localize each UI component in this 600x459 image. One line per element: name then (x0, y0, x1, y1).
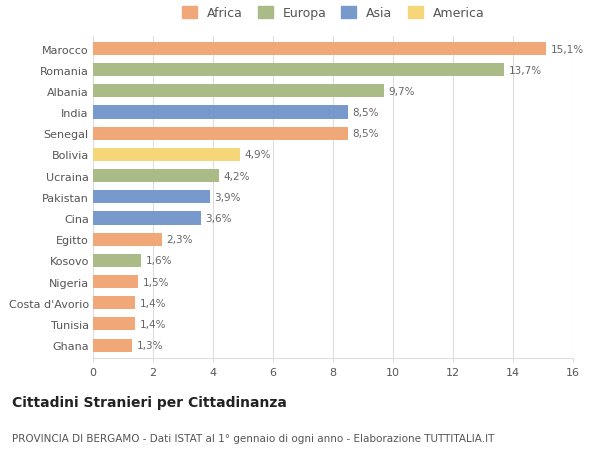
Text: 8,5%: 8,5% (353, 129, 379, 139)
Bar (93, 170, 219, 183)
Bar (93, 318, 135, 331)
Bar (93, 339, 132, 352)
Text: 13,7%: 13,7% (509, 66, 542, 76)
Text: 1,4%: 1,4% (139, 298, 166, 308)
Bar (93, 106, 348, 119)
Text: 2,3%: 2,3% (167, 235, 193, 245)
Bar (93, 191, 210, 204)
Text: PROVINCIA DI BERGAMO - Dati ISTAT al 1° gennaio di ogni anno - Elaborazione TUTT: PROVINCIA DI BERGAMO - Dati ISTAT al 1° … (12, 433, 494, 442)
Text: 1,6%: 1,6% (146, 256, 172, 266)
Bar (93, 275, 138, 288)
Text: 4,9%: 4,9% (245, 150, 271, 160)
Bar (93, 85, 384, 98)
Bar (93, 233, 162, 246)
Legend: Africa, Europa, Asia, America: Africa, Europa, Asia, America (178, 4, 488, 24)
Bar (93, 64, 504, 77)
Bar (93, 128, 348, 140)
Text: Cittadini Stranieri per Cittadinanza: Cittadini Stranieri per Cittadinanza (12, 395, 287, 409)
Text: 3,9%: 3,9% (215, 192, 241, 202)
Bar (93, 149, 240, 162)
Text: 3,6%: 3,6% (205, 213, 232, 224)
Bar (93, 297, 135, 310)
Text: 1,4%: 1,4% (139, 319, 166, 329)
Text: 1,5%: 1,5% (143, 277, 169, 287)
Text: 15,1%: 15,1% (551, 45, 584, 55)
Text: 9,7%: 9,7% (389, 87, 415, 97)
Bar (93, 212, 201, 225)
Bar (93, 43, 546, 56)
Text: 1,3%: 1,3% (137, 340, 163, 350)
Text: 8,5%: 8,5% (353, 108, 379, 118)
Text: 4,2%: 4,2% (224, 171, 250, 181)
Bar (93, 254, 141, 267)
